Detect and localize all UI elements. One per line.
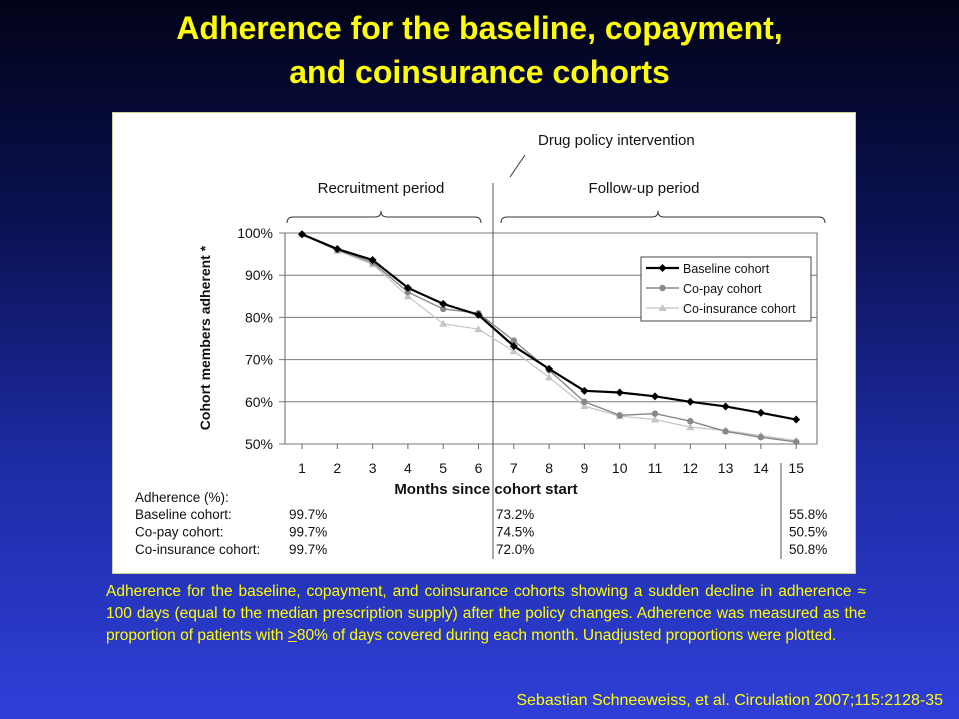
x-tick-label: 6 [475, 460, 483, 476]
x-tick-label: 8 [545, 460, 553, 476]
recruitment-period-label: Recruitment period [318, 180, 445, 197]
followup-period-label: Follow-up period [589, 180, 700, 197]
figure-caption: Adherence for the baseline, copayment, a… [106, 581, 866, 647]
chart-panel: Drug policy intervention Recruitment per… [112, 112, 856, 574]
co-pay-cohort-point [440, 305, 447, 313]
x-tick-label: 5 [439, 460, 447, 476]
table-cell-month-1: 99.7% [289, 525, 327, 540]
table-cell-month-15: 55.8% [789, 507, 827, 522]
baseline-cohort-point [545, 364, 554, 373]
co-pay-cohort-point [722, 428, 729, 435]
co-insurance-cohort-point [651, 415, 659, 423]
legend-label-co-insurance-cohort: Co-insurance cohort [683, 302, 796, 316]
table-cell-month-7: 74.5% [496, 525, 534, 540]
legend-marker-co-pay-cohort [659, 284, 666, 292]
co-insurance-cohort-point [439, 319, 448, 327]
adherence-chart: Drug policy intervention Recruitment per… [135, 132, 827, 559]
co-insurance-cohort-point [580, 402, 589, 410]
co-insurance-cohort-point [509, 347, 518, 355]
y-tick-label: 80% [245, 309, 273, 325]
x-tick-label: 11 [648, 460, 663, 476]
slide-title: Adherence for the baseline, copayment, a… [0, 6, 959, 94]
table-row-label: Co-pay cohort: [135, 525, 224, 540]
slide-title-line-2: and coinsurance cohorts [289, 54, 670, 90]
co-pay-cohort-point [510, 337, 517, 344]
x-tick-label: 2 [333, 460, 341, 476]
baseline-cohort-point [721, 402, 730, 411]
co-pay-cohort-point [616, 412, 623, 419]
x-tick-label: 4 [404, 460, 412, 476]
co-pay-cohort-point [793, 438, 800, 446]
table-header: Adherence (%): [135, 490, 229, 505]
table-row-label: Co-insurance cohort: [135, 542, 260, 557]
co-insurance-cohort-point [545, 373, 554, 381]
slide-title-line-1: Adherence for the baseline, copayment, [176, 10, 783, 46]
intervention-label: Drug policy intervention [538, 132, 695, 149]
baseline-cohort-point [368, 256, 377, 265]
x-tick-label: 3 [369, 460, 377, 476]
intervention-pointer [509, 154, 526, 178]
y-tick-label: 50% [245, 436, 273, 452]
caption-underlined: > [287, 627, 297, 644]
recruitment-brace [286, 210, 482, 224]
table-cell-month-1: 99.7% [289, 542, 327, 557]
baseline-cohort-point [580, 386, 589, 395]
baseline-cohort-point [298, 230, 306, 239]
x-tick-label: 9 [581, 460, 589, 476]
x-tick-label: 13 [718, 460, 734, 476]
citation: Sebastian Schneeweiss, et al. Circulatio… [516, 692, 943, 709]
co-insurance-cohort-point [474, 325, 483, 333]
co-insurance-cohort-point [403, 292, 412, 300]
table-cell-month-1: 99.7% [289, 507, 327, 522]
baseline-cohort-point [439, 299, 448, 308]
co-pay-cohort-point [651, 410, 659, 417]
baseline-cohort-point [333, 245, 342, 254]
baseline-cohort-point [756, 408, 765, 417]
x-tick-label: 7 [510, 460, 518, 476]
x-tick-label: 12 [683, 460, 699, 476]
legend-marker-co-insurance-cohort [658, 304, 667, 311]
co-pay-cohort-point [404, 288, 412, 296]
caption-part-2: 80% of days covered during each month. U… [296, 627, 837, 644]
co-pay-cohort-point [687, 418, 694, 425]
caption-part-1: Adherence for the baseline, copayment, a… [106, 583, 866, 644]
baseline-cohort-point [651, 392, 659, 401]
baseline-cohort-point [686, 397, 695, 406]
baseline-cohort-point [792, 415, 801, 424]
x-tick-label: 14 [753, 460, 769, 476]
baseline-cohort-point [474, 310, 483, 319]
y-tick-label: 70% [245, 352, 273, 368]
co-insurance-cohort-point [686, 423, 695, 431]
y-tick-label: 100% [237, 225, 273, 241]
y-axis-label: Cohort members adherent * [197, 245, 213, 430]
legend-label-baseline-cohort: Baseline cohort [683, 262, 770, 276]
table-cell-month-15: 50.8% [789, 542, 827, 557]
legend-marker-baseline-cohort [658, 264, 667, 272]
x-tick-label: 1 [298, 460, 306, 476]
x-tick-label: 15 [788, 460, 804, 476]
table-cell-month-7: 72.0% [496, 542, 534, 557]
baseline-cohort-point [509, 342, 518, 351]
table-row-label: Baseline cohort: [135, 507, 232, 522]
baseline-cohort-point [615, 388, 624, 397]
table-cell-month-7: 73.2% [496, 507, 534, 522]
co-pay-cohort-point [581, 398, 588, 405]
table-cell-month-15: 50.5% [789, 525, 827, 540]
y-tick-label: 90% [245, 267, 273, 283]
baseline-cohort-point [403, 283, 412, 292]
co-pay-cohort-point [757, 434, 765, 441]
followup-brace [500, 210, 826, 224]
x-tick-label: 10 [612, 460, 628, 476]
x-axis-label: Months since cohort start [394, 481, 577, 498]
legend-label-co-pay-cohort: Co-pay cohort [683, 282, 762, 296]
y-tick-label: 60% [245, 394, 273, 410]
